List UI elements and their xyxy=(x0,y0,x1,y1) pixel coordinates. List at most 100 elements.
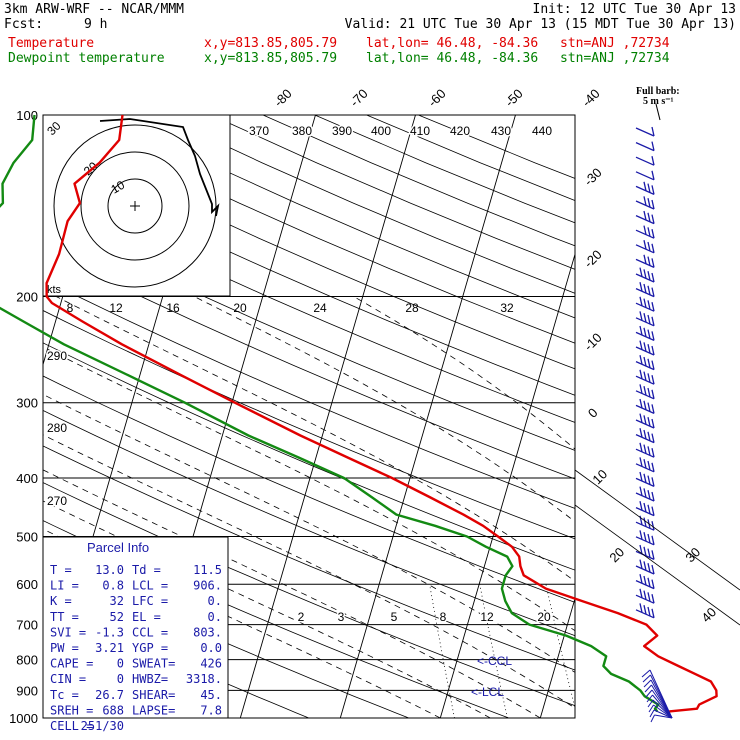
parcel-value: 32 xyxy=(110,594,124,608)
parcel-key: SHEAR= xyxy=(132,688,175,702)
edge-line xyxy=(574,504,740,626)
isotherm xyxy=(239,115,416,718)
hodograph-units: kts xyxy=(47,284,62,296)
moist-adiabat xyxy=(194,296,575,523)
hodograph-ring xyxy=(80,151,190,261)
moist-adiabat xyxy=(353,296,575,450)
isotherm-label: -70 xyxy=(347,86,371,110)
theta-label: 290 xyxy=(47,349,67,363)
parcel-key: CAPE = xyxy=(50,657,93,671)
mixing-ratio-label: 12 xyxy=(480,610,494,624)
theta-label: 400 xyxy=(371,124,391,138)
dry-adiabat xyxy=(43,409,575,637)
theta-label: 270 xyxy=(47,494,67,508)
parcel-key: T = xyxy=(50,563,72,577)
temperature-legend-stn: stn=ANJ ,72734 xyxy=(560,36,670,51)
moist-adiabat xyxy=(56,296,575,582)
dewpoint-legend-stn: stn=ANJ ,72734 xyxy=(560,51,670,66)
hodograph-ring xyxy=(53,124,217,288)
parcel-value: 3.21 xyxy=(95,641,124,655)
isotherm-label: -80 xyxy=(271,86,295,110)
isotherm xyxy=(0,115,15,718)
hodo-speed-label: 12 xyxy=(109,301,123,315)
pressure-label-1000: 1000 xyxy=(9,711,38,726)
isotherm-label: 30 xyxy=(682,544,703,565)
ccl-annotation: <-CCL xyxy=(477,654,512,668)
theta-label: 440 xyxy=(532,124,552,138)
theta-label: 380 xyxy=(292,124,312,138)
wind-barb xyxy=(635,311,655,327)
parcel-value: 0. xyxy=(208,610,222,624)
pressure-label-500: 500 xyxy=(16,529,38,544)
hodograph-ring-label: 10 xyxy=(109,178,128,197)
parcel-value: 3318. xyxy=(186,672,222,686)
wind-barb xyxy=(635,398,655,414)
wind-barbs-low xyxy=(641,669,673,723)
wind-barb xyxy=(635,413,655,429)
hodograph-trace xyxy=(99,118,220,217)
parcel-value: 251/30 xyxy=(81,719,124,733)
parcel-key: YGP = xyxy=(132,641,168,655)
isotherm-label: -10 xyxy=(581,330,605,354)
dry-adiabat xyxy=(43,310,575,540)
parcel-key: K = xyxy=(50,594,72,608)
parcel-value: 688 xyxy=(102,703,124,717)
parcel-key: TT = xyxy=(50,610,79,624)
mixing-ratio-line xyxy=(668,584,707,718)
parcel-info-panel: Parcel Info T = 13.0 Td = 11.5 LI = 0.8 LCL = 90… xyxy=(42,536,229,733)
parcel-key: EL = xyxy=(132,610,161,624)
isotherm-label: 0 xyxy=(585,405,601,421)
wind-barb xyxy=(635,457,655,473)
parcel-value: 0.8 xyxy=(102,579,124,593)
plot-area xyxy=(0,115,707,718)
theta-label: 390 xyxy=(332,124,352,138)
forecast-hour: 9 h xyxy=(84,17,108,32)
wind-barb xyxy=(635,530,655,546)
mixing-ratio-label: 8 xyxy=(440,610,447,624)
isotherm xyxy=(439,252,575,718)
hodo-speed-label: 16 xyxy=(166,301,180,315)
parcel-key: HWBZ= xyxy=(132,672,168,686)
dewpoint-profile xyxy=(0,114,660,713)
hodo-speed-label: 32 xyxy=(500,301,514,315)
wind-barb xyxy=(635,196,655,210)
pressure-label-600: 600 xyxy=(16,577,38,592)
dry-adiabat xyxy=(43,161,575,396)
edge-line xyxy=(574,469,740,591)
dry-adiabat xyxy=(262,115,575,247)
parcel-key: LAPSE= xyxy=(132,703,175,717)
hodo-speed-label: 28 xyxy=(405,301,419,315)
dry-adiabat xyxy=(43,248,575,480)
parcel-key: SREH = xyxy=(50,703,93,717)
parcel-key: SWEAT= xyxy=(132,657,175,671)
wind-barb xyxy=(635,544,655,560)
wind-barb xyxy=(635,603,655,619)
parcel-key: CCL = xyxy=(132,625,168,639)
wind-barb xyxy=(635,559,655,575)
parcel-value: 0 xyxy=(117,657,124,671)
model-title: 3km ARW-WRF -- NCAR/MMM xyxy=(4,2,185,17)
init-time: Init: 12 UTC Tue 30 Apr 13 xyxy=(532,2,737,17)
forecast-label: Fcst: xyxy=(4,17,44,32)
parcel-key: LI = xyxy=(50,579,79,593)
mixing-ratio-label: 5 xyxy=(391,610,398,624)
wind-barb xyxy=(635,340,655,356)
hodo-speed-label: 24 xyxy=(313,301,327,315)
hodograph-ring xyxy=(107,178,163,234)
wind-barb xyxy=(635,369,655,385)
wind-barb xyxy=(635,170,655,181)
parcel-key: Td = xyxy=(132,563,161,577)
wind-barb xyxy=(635,181,655,195)
barb-legend-sample xyxy=(655,103,661,121)
moist-adiabat xyxy=(43,434,575,709)
pressure-label-900: 900 xyxy=(16,683,38,698)
wind-barb xyxy=(635,296,655,312)
isotherm-label: 10 xyxy=(589,466,610,487)
dry-adiabat xyxy=(43,342,575,571)
barb-legend-title: Full barb: xyxy=(636,86,680,97)
pressure-label-100: 100 xyxy=(16,108,38,123)
isotherm-label: -20 xyxy=(581,247,605,271)
pressure-label-700: 700 xyxy=(16,618,38,633)
